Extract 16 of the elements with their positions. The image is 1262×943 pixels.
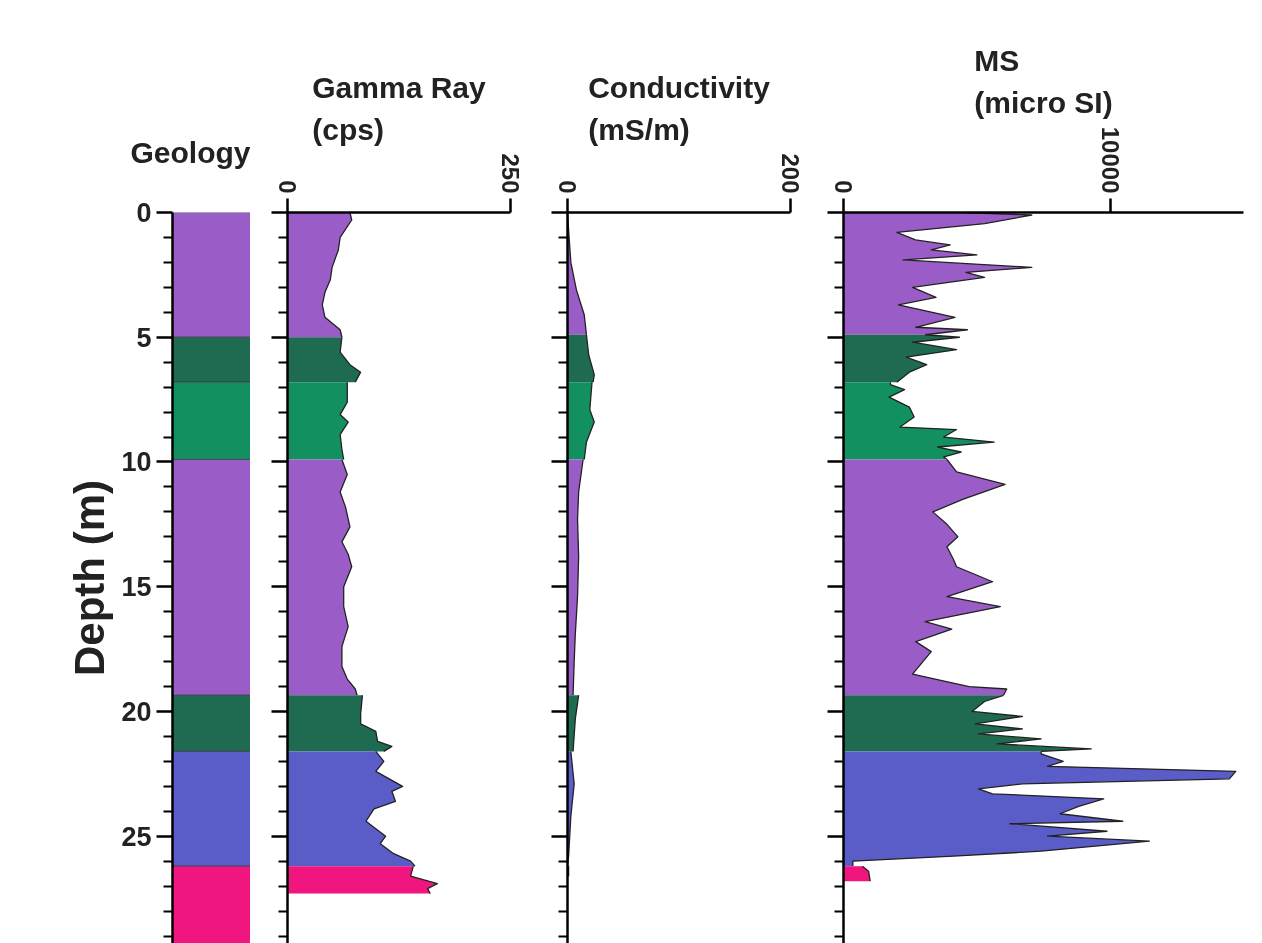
y-tick-label: 10 bbox=[121, 447, 152, 478]
y-tick-label: 25 bbox=[121, 821, 152, 852]
y-tick-label: 5 bbox=[136, 322, 152, 353]
chart-title: Gamma Ray (cps) bbox=[312, 71, 487, 146]
x-tick-label: 200 bbox=[777, 153, 804, 194]
chart-title: MS (micro SI) bbox=[974, 44, 1113, 119]
y-tick-label: 15 bbox=[121, 572, 152, 603]
y-axis-title: Depth (m) bbox=[66, 480, 114, 676]
x-tick-label: 0 bbox=[274, 180, 301, 194]
x-tick-label: 250 bbox=[497, 153, 524, 194]
x-tick-label: 0 bbox=[830, 180, 857, 194]
x-tick-label: 0 bbox=[554, 180, 581, 194]
x-tick-label: 10000 bbox=[1096, 126, 1124, 194]
chart-title: Geology bbox=[130, 135, 251, 169]
chart-title: Conductivity (mS/m) bbox=[588, 71, 771, 146]
y-tick-label: 20 bbox=[121, 696, 152, 727]
